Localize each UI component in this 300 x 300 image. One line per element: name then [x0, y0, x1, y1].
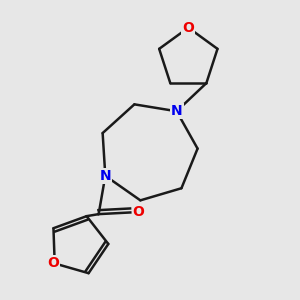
Text: N: N [171, 104, 182, 118]
Text: O: O [133, 206, 145, 220]
Text: O: O [182, 21, 194, 35]
Text: N: N [100, 169, 111, 183]
Text: O: O [47, 256, 59, 271]
